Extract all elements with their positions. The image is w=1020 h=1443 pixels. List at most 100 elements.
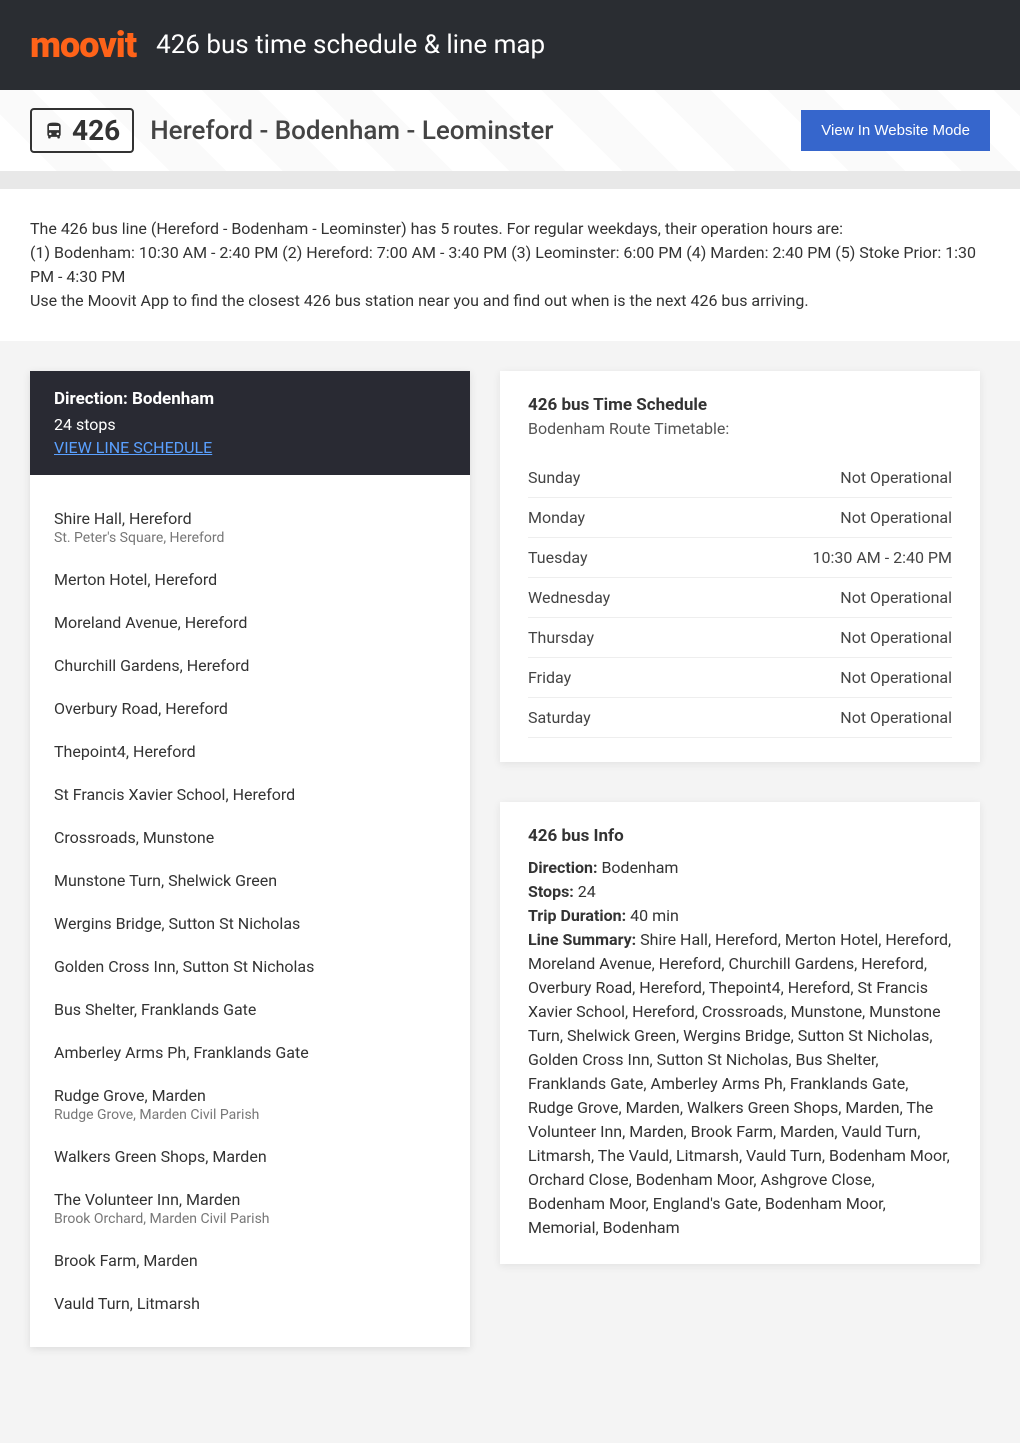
schedule-hours: Not Operational [685, 658, 952, 698]
info-direction-value: Bodenham [601, 858, 678, 877]
left-column: Direction: Bodenham 24 stops VIEW LINE S… [30, 371, 470, 1347]
page-header: moovit 426 bus time schedule & line map [0, 0, 1020, 90]
stop-name: St Francis Xavier School, Hereford [54, 785, 446, 804]
info-title: 426 bus Info [528, 826, 952, 846]
stop-name: Amberley Arms Ph, Franklands Gate [54, 1043, 446, 1062]
stop-name: Bus Shelter, Franklands Gate [54, 1000, 446, 1019]
info-duration-value: 40 min [630, 906, 679, 925]
schedule-row: WednesdayNot Operational [528, 578, 952, 618]
schedule-row: SundayNot Operational [528, 458, 952, 498]
main-content: Direction: Bodenham 24 stops VIEW LINE S… [0, 341, 1020, 1377]
info-direction-label: Direction: [528, 858, 597, 877]
intro-content: The 426 bus line (Hereford - Bodenham - … [30, 219, 976, 310]
stop-name: Churchill Gardens, Hereford [54, 656, 446, 675]
stop-name: Crossroads, Munstone [54, 828, 446, 847]
line-route: Hereford - Bodenham - Leominster [150, 116, 553, 146]
stop-name: Thepoint4, Hereford [54, 742, 446, 761]
stops-list: Shire Hall, Hereford St. Peter's Square, … [30, 475, 470, 1347]
view-website-mode-button[interactable]: View In Website Mode [801, 110, 990, 151]
moovit-logo: moovit [30, 24, 136, 66]
line-number: 426 [72, 114, 120, 147]
stop-name: Rudge Grove, Marden [54, 1086, 446, 1105]
schedule-hours: 10:30 AM - 2:40 PM [685, 538, 952, 578]
separator [0, 171, 1020, 189]
stop-item[interactable]: Munstone Turn, Shelwick Green [54, 859, 446, 902]
schedule-row: Tuesday10:30 AM - 2:40 PM [528, 538, 952, 578]
stop-item[interactable]: Rudge Grove, Marden Rudge Grove, Marden C… [54, 1074, 446, 1135]
stop-sublabel: Rudge Grove, Marden Civil Parish [54, 1107, 446, 1123]
view-line-schedule-link[interactable]: VIEW LINE SCHEDULE [54, 438, 212, 457]
direction-header: Direction: Bodenham 24 stops VIEW LINE S… [30, 371, 470, 475]
stop-item[interactable]: Vauld Turn, Litmarsh [54, 1282, 446, 1325]
stop-item[interactable]: Golden Cross Inn, Sutton St Nicholas [54, 945, 446, 988]
stop-item[interactable]: Bus Shelter, Franklands Gate [54, 988, 446, 1031]
schedule-subtitle: Bodenham Route Timetable: [528, 419, 952, 438]
schedule-hours: Not Operational [685, 618, 952, 658]
stop-item[interactable]: Churchill Gardens, Hereford [54, 644, 446, 687]
schedule-hours: Not Operational [685, 578, 952, 618]
schedule-table: SundayNot OperationalMondayNot Operation… [528, 458, 952, 738]
intro-text: The 426 bus line (Hereford - Bodenham - … [0, 189, 1020, 341]
info-stops-value: 24 [578, 882, 596, 901]
schedule-title: 426 bus Time Schedule [528, 395, 952, 415]
info-stops-label: Stops: [528, 882, 574, 901]
schedule-card: 426 bus Time Schedule Bodenham Route Tim… [500, 371, 980, 762]
stop-name: Merton Hotel, Hereford [54, 570, 446, 589]
stop-name: Golden Cross Inn, Sutton St Nicholas [54, 957, 446, 976]
stop-name: Walkers Green Shops, Marden [54, 1147, 446, 1166]
stop-name: Munstone Turn, Shelwick Green [54, 871, 446, 890]
right-column: 426 bus Time Schedule Bodenham Route Tim… [500, 371, 980, 1304]
direction-title: Direction: Bodenham [54, 389, 446, 409]
stop-item[interactable]: Overbury Road, Hereford [54, 687, 446, 730]
info-direction: Direction: Bodenham [528, 856, 952, 880]
schedule-row: ThursdayNot Operational [528, 618, 952, 658]
stop-name: Moreland Avenue, Hereford [54, 613, 446, 632]
stop-name: Wergins Bridge, Sutton St Nicholas [54, 914, 446, 933]
stop-sublabel: St. Peter's Square, Hereford [54, 530, 446, 546]
info-summary-label: Line Summary: [528, 930, 636, 949]
schedule-row: FridayNot Operational [528, 658, 952, 698]
stop-item[interactable]: Moreland Avenue, Hereford [54, 601, 446, 644]
info-stops: Stops: 24 [528, 880, 952, 904]
stop-item[interactable]: Shire Hall, Hereford St. Peter's Square, … [54, 497, 446, 558]
schedule-day: Thursday [528, 618, 685, 658]
info-duration: Trip Duration: 40 min [528, 904, 952, 928]
stop-item[interactable]: St Francis Xavier School, Hereford [54, 773, 446, 816]
stop-item[interactable]: Wergins Bridge, Sutton St Nicholas [54, 902, 446, 945]
schedule-hours: Not Operational [685, 698, 952, 738]
stop-item[interactable]: Merton Hotel, Hereford [54, 558, 446, 601]
stop-sublabel: Brook Orchard, Marden Civil Parish [54, 1211, 446, 1227]
stop-item[interactable]: Brook Farm, Marden [54, 1239, 446, 1282]
stop-name: Overbury Road, Hereford [54, 699, 446, 718]
stop-item[interactable]: Amberley Arms Ph, Franklands Gate [54, 1031, 446, 1074]
schedule-hours: Not Operational [685, 458, 952, 498]
schedule-hours: Not Operational [685, 498, 952, 538]
schedule-day: Saturday [528, 698, 685, 738]
direction-card: Direction: Bodenham 24 stops VIEW LINE S… [30, 371, 470, 1347]
schedule-day: Wednesday [528, 578, 685, 618]
direction-stops-count: 24 stops [54, 415, 446, 434]
page-title: 426 bus time schedule & line map [156, 30, 545, 60]
stop-name: Vauld Turn, Litmarsh [54, 1294, 446, 1313]
stop-item[interactable]: The Volunteer Inn, Marden Brook Orchard, … [54, 1178, 446, 1239]
info-summary: Line Summary: Shire Hall, Hereford, Mert… [528, 928, 952, 1240]
schedule-day: Tuesday [528, 538, 685, 578]
stop-item[interactable]: Thepoint4, Hereford [54, 730, 446, 773]
schedule-day: Friday [528, 658, 685, 698]
info-duration-label: Trip Duration: [528, 906, 626, 925]
stop-item[interactable]: Walkers Green Shops, Marden [54, 1135, 446, 1178]
schedule-day: Sunday [528, 458, 685, 498]
stop-name: The Volunteer Inn, Marden [54, 1190, 446, 1209]
schedule-day: Monday [528, 498, 685, 538]
stop-name: Shire Hall, Hereford [54, 509, 446, 528]
line-badge-group: 426 Hereford - Bodenham - Leominster [30, 108, 553, 153]
schedule-row: SaturdayNot Operational [528, 698, 952, 738]
line-banner: 426 Hereford - Bodenham - Leominster Vie… [0, 90, 1020, 171]
stop-item[interactable]: Crossroads, Munstone [54, 816, 446, 859]
info-card: 426 bus Info Direction: Bodenham Stops: … [500, 802, 980, 1264]
bus-icon [44, 121, 64, 141]
stop-name: Brook Farm, Marden [54, 1251, 446, 1270]
info-summary-value: Shire Hall, Hereford, Merton Hotel, Here… [528, 930, 951, 1237]
line-badge: 426 [30, 108, 134, 153]
schedule-row: MondayNot Operational [528, 498, 952, 538]
